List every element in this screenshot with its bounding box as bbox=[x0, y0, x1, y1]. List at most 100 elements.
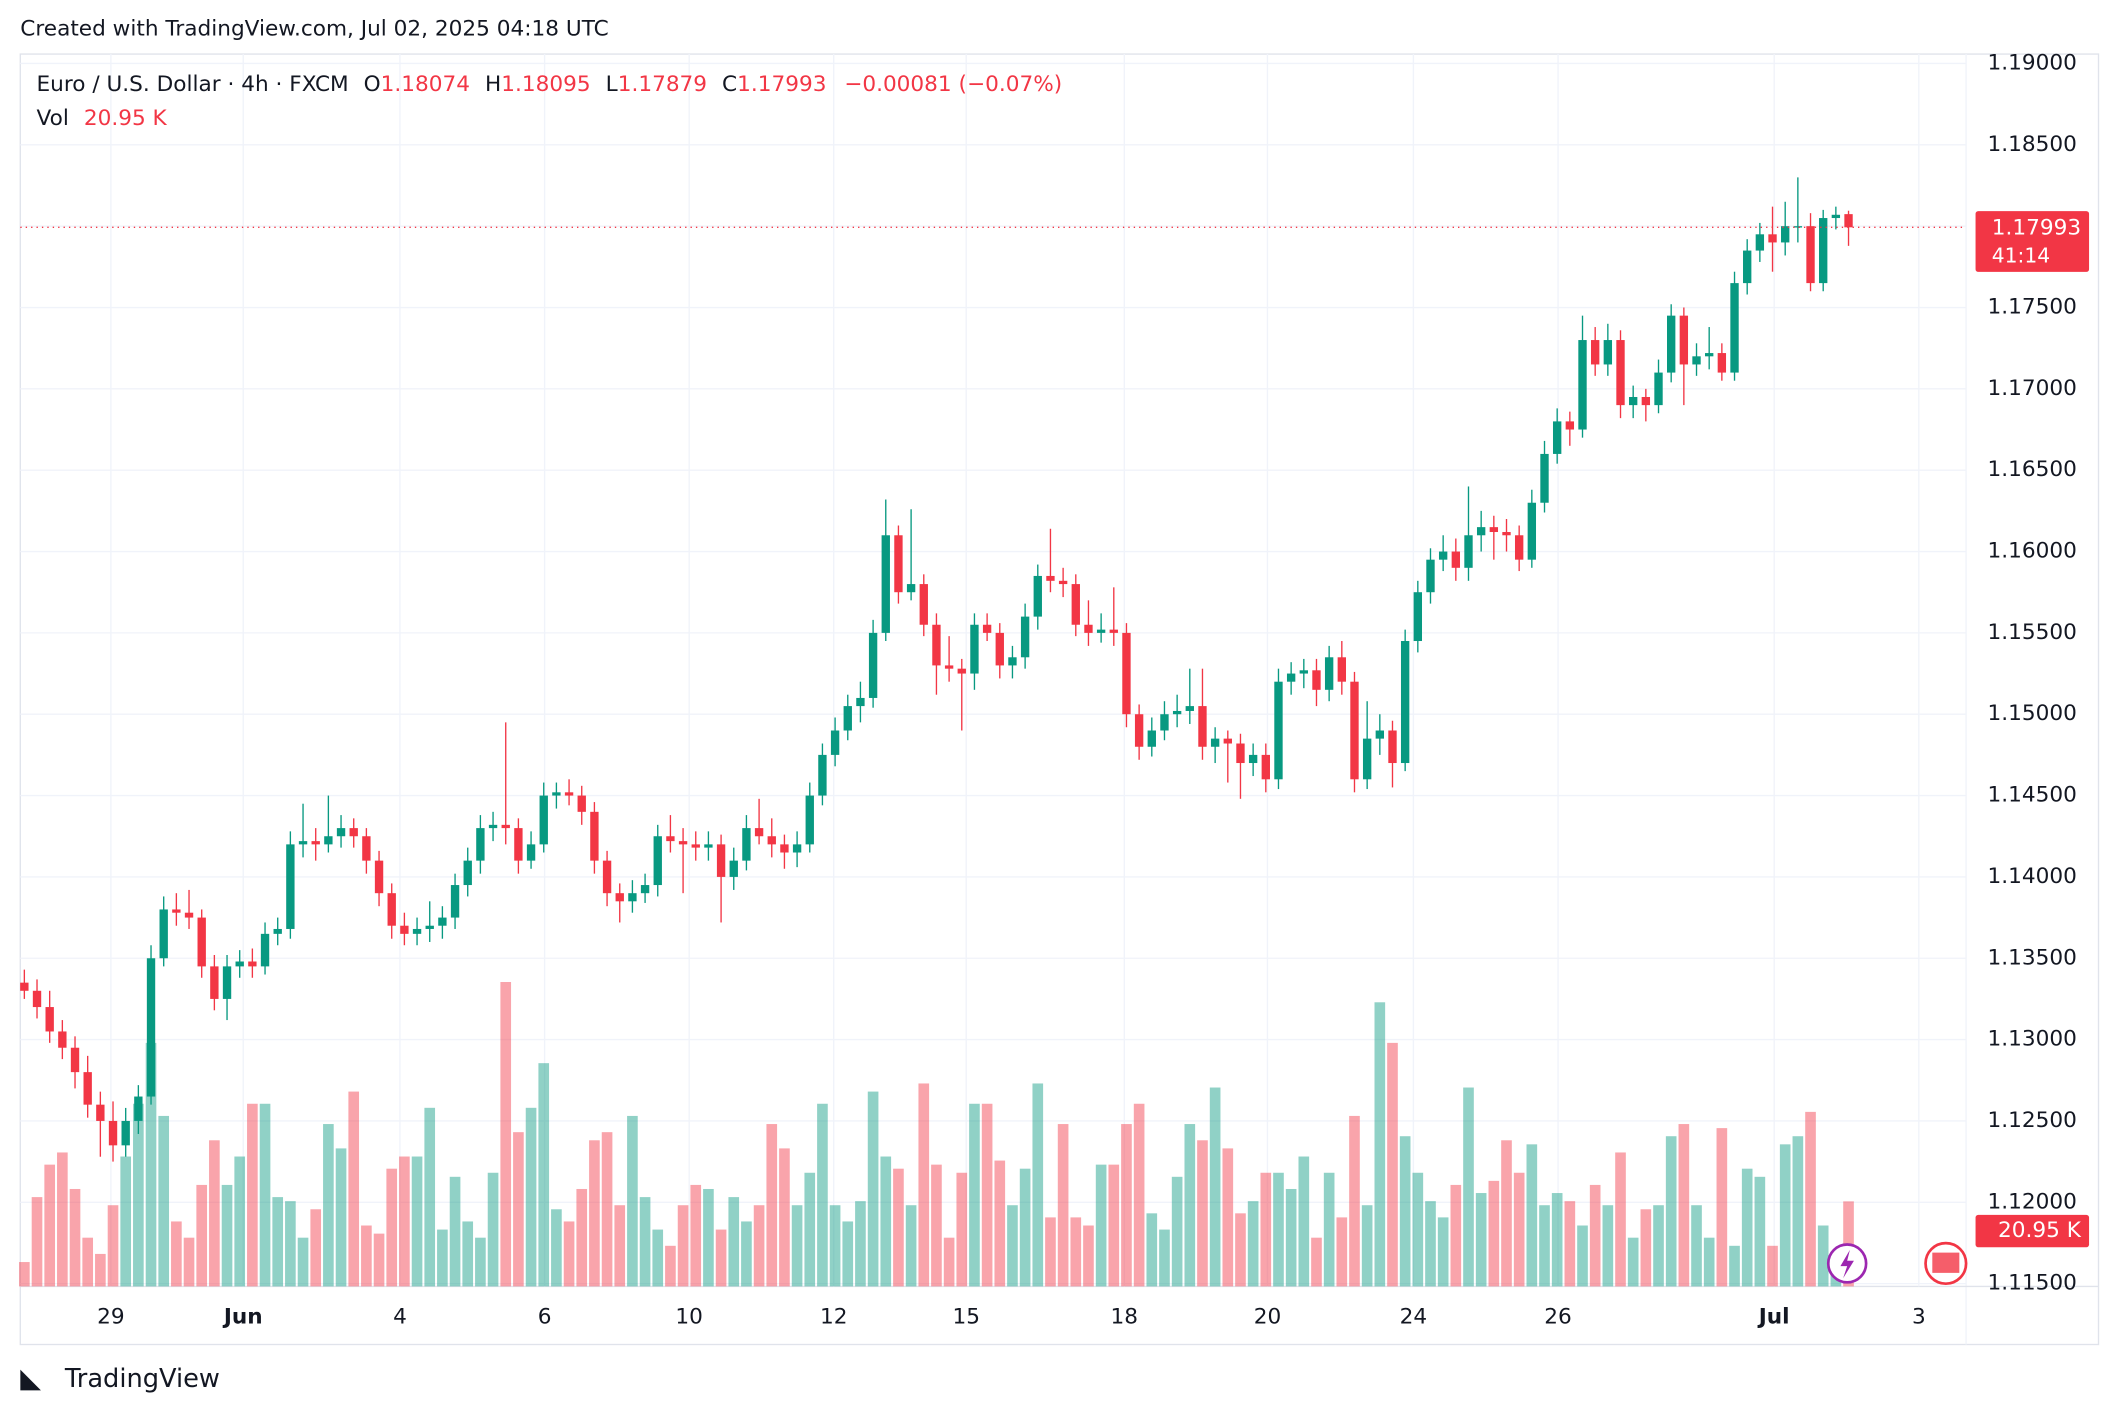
volume-bar bbox=[1627, 1237, 1639, 1287]
volume-bar bbox=[475, 1237, 486, 1287]
volume-bar bbox=[753, 1205, 765, 1287]
candle-body bbox=[1312, 670, 1321, 690]
candle-body bbox=[818, 754, 827, 796]
volume-bar bbox=[943, 1237, 955, 1287]
candle-body bbox=[1654, 372, 1663, 406]
volume-bar bbox=[348, 1091, 360, 1287]
candle-body bbox=[1426, 559, 1435, 593]
volume-bar bbox=[614, 1205, 626, 1287]
grid bbox=[20, 54, 1967, 1287]
volume-bar bbox=[1589, 1184, 1601, 1287]
candle-body bbox=[678, 841, 688, 845]
flag-icon-body bbox=[1932, 1252, 1960, 1273]
volume-bar bbox=[1235, 1213, 1246, 1287]
candle-body bbox=[830, 730, 840, 755]
candle-body bbox=[1844, 214, 1853, 228]
candle-body bbox=[1793, 226, 1803, 228]
volume-bar bbox=[1564, 1201, 1576, 1287]
candle-body bbox=[412, 928, 422, 934]
volume-bar bbox=[918, 1083, 930, 1287]
volume-bar bbox=[677, 1205, 689, 1287]
volume-bar bbox=[829, 1205, 841, 1287]
volume-bar bbox=[1412, 1172, 1424, 1287]
candle-body bbox=[1198, 706, 1207, 747]
candle-body bbox=[640, 885, 650, 894]
volume-bar bbox=[1083, 1225, 1094, 1287]
volume-bar bbox=[1754, 1176, 1766, 1287]
volume-bar bbox=[487, 1172, 499, 1287]
last-volume-box bbox=[1975, 1214, 2090, 1248]
candle-body bbox=[1806, 226, 1815, 284]
volume-bar bbox=[1387, 1042, 1398, 1287]
volume-header: Vol 20.95 K bbox=[37, 106, 168, 131]
candle-body bbox=[70, 1047, 80, 1073]
candle-body bbox=[742, 828, 751, 861]
volume-bar bbox=[969, 1103, 980, 1287]
volume-bar bbox=[791, 1205, 803, 1287]
volume-bar bbox=[1463, 1087, 1474, 1287]
volume-bar bbox=[1247, 1201, 1259, 1287]
volume-bar bbox=[981, 1103, 993, 1287]
volume-bar bbox=[1817, 1225, 1829, 1287]
candle-body bbox=[298, 841, 308, 845]
x-tick-label: 24 bbox=[1400, 1304, 1428, 1329]
y-tick-label: 1.13500 bbox=[1988, 945, 2077, 970]
candle-body bbox=[944, 665, 954, 669]
candle-body bbox=[792, 844, 802, 853]
candle-body bbox=[1603, 340, 1613, 365]
candle-body bbox=[526, 844, 536, 861]
x-tick-label: 18 bbox=[1111, 1304, 1139, 1329]
candle-body bbox=[45, 1007, 54, 1032]
candle-body bbox=[184, 912, 194, 918]
candle-body bbox=[767, 836, 776, 845]
volume-bar bbox=[1298, 1156, 1310, 1287]
candle-body bbox=[172, 909, 181, 913]
candle-body bbox=[1768, 234, 1777, 243]
x-tick-label: 3 bbox=[1912, 1304, 1926, 1329]
volume-bar bbox=[703, 1188, 714, 1287]
candle-body bbox=[1337, 657, 1346, 682]
candle-body bbox=[159, 909, 168, 959]
candle-body bbox=[906, 584, 916, 593]
candle-body bbox=[995, 632, 1004, 666]
candle-body bbox=[286, 844, 295, 929]
volume-bar bbox=[817, 1103, 828, 1287]
volume-bar bbox=[1539, 1205, 1550, 1287]
candle-body bbox=[1705, 353, 1714, 357]
candle-body bbox=[1122, 632, 1131, 715]
candle-body bbox=[1046, 575, 1055, 581]
volume-bar bbox=[715, 1229, 727, 1287]
y-tick-label: 1.13000 bbox=[1988, 1027, 2077, 1052]
x-tick-label: 12 bbox=[820, 1304, 848, 1329]
candle-body bbox=[590, 811, 599, 861]
candle-body bbox=[1261, 754, 1270, 780]
x-tick-label: Jun bbox=[222, 1304, 263, 1329]
candle-body bbox=[1147, 730, 1156, 747]
candle-body bbox=[1641, 396, 1651, 406]
candle-body bbox=[1160, 714, 1169, 731]
candle-body bbox=[957, 668, 966, 674]
y-tick-label: 1.17000 bbox=[1988, 376, 2077, 401]
candle-body bbox=[919, 584, 928, 625]
candle-body bbox=[881, 535, 890, 633]
candle-body bbox=[868, 632, 878, 698]
volume-bar bbox=[373, 1233, 385, 1287]
candle-body bbox=[1667, 315, 1676, 373]
volume-bar bbox=[1260, 1172, 1272, 1287]
volume-bar bbox=[1653, 1205, 1664, 1287]
volume-bar bbox=[1171, 1176, 1183, 1287]
y-tick-label: 1.12000 bbox=[1988, 1189, 2077, 1214]
volume-bar bbox=[766, 1124, 778, 1287]
volume-bar bbox=[1336, 1217, 1348, 1287]
low-value: 1.17879 bbox=[618, 72, 707, 97]
change: −0.00081 (−0.07%) bbox=[844, 72, 1062, 97]
volume-bar bbox=[259, 1103, 271, 1287]
candle-body bbox=[602, 860, 612, 894]
volume-bar bbox=[1450, 1184, 1462, 1287]
volume-bar bbox=[1184, 1124, 1196, 1287]
candle-body bbox=[539, 795, 548, 845]
candle-body bbox=[1819, 218, 1828, 284]
candle-body bbox=[1616, 340, 1625, 406]
volume-bar bbox=[95, 1253, 106, 1287]
candle-body bbox=[1781, 226, 1790, 243]
